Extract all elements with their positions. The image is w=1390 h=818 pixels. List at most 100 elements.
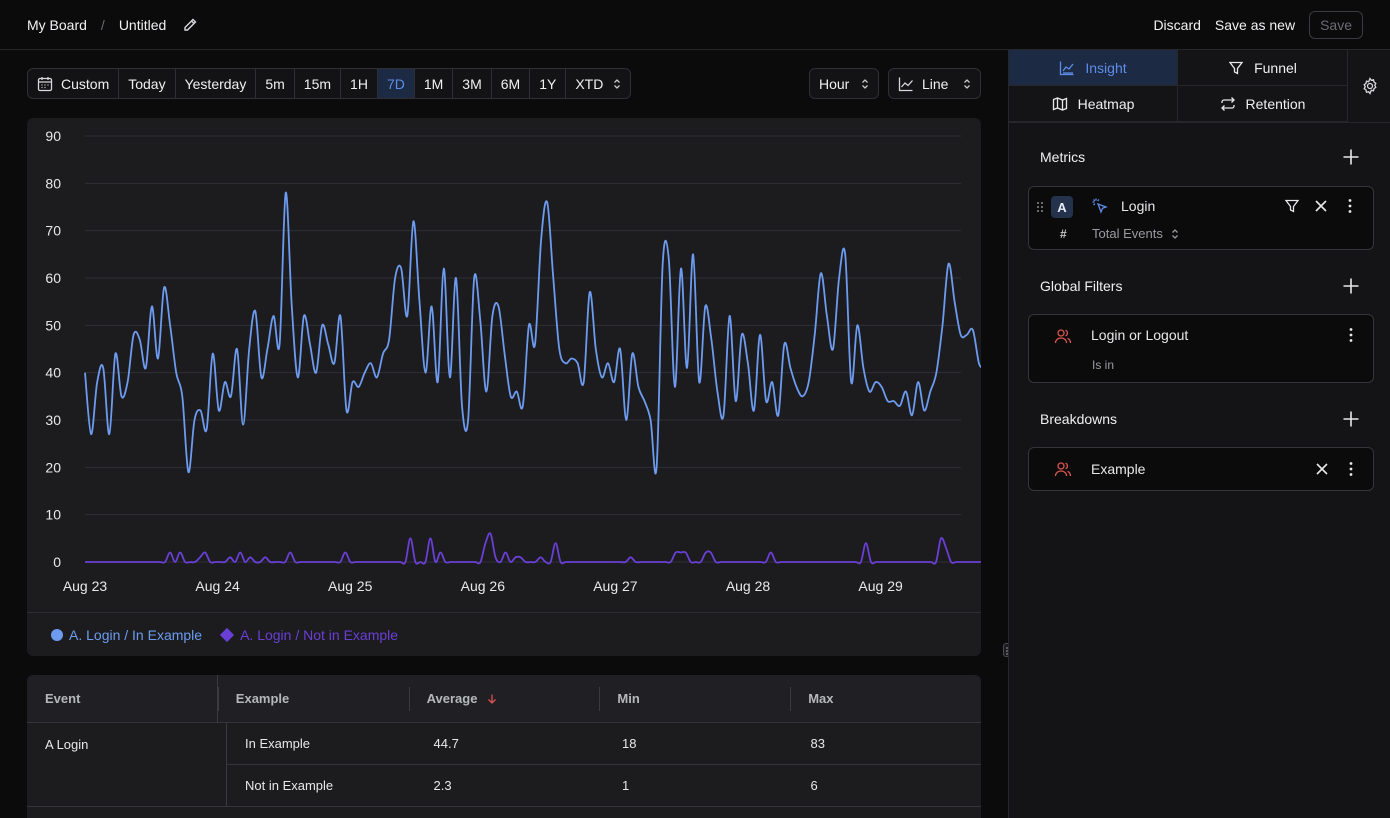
tr-yesterday[interactable]: Yesterday [176,69,257,98]
save-as-new-button[interactable]: Save as new [1214,16,1296,33]
tr-today[interactable]: Today [119,69,176,98]
line-chart-icon [898,76,914,92]
col-header-label: Example [235,691,290,706]
cell-example: Not in Example [245,778,334,793]
tr-6m[interactable]: 6M [492,69,531,98]
tr-15m[interactable]: 15m [295,69,342,98]
hash-label: # [1060,227,1067,241]
tab-label: Retention [1245,95,1306,112]
circle-icon [51,628,63,641]
metric-name: Login [1121,198,1156,214]
cursor-click-icon [1091,197,1109,215]
line-chart: 0 10 20 30 40 50 60 70 80 90 Aug 23 Aug 24 Aug 25 Aug… [45,128,981,594]
tab-insight[interactable]: Insight [1009,50,1178,86]
series-line-1 [84,191,981,475]
board-title[interactable]: Untitled [118,16,167,33]
event-cell: A Login [27,723,227,806]
gear-icon [1361,77,1379,95]
breadcrumb-separator: / [100,16,105,33]
tr-1m[interactable]: 1M [415,69,454,98]
funnel-icon [1228,60,1244,76]
discard-button[interactable]: Discard [1153,16,1201,33]
cell-average: 44.7 [433,736,459,751]
more-vertical-icon[interactable] [1349,327,1353,343]
y-tick-label: 0 [53,554,61,570]
calendar-icon [37,76,53,92]
global-filters-title: Global Filters [1040,278,1123,294]
table-header: Event Example Average Min Max [27,675,981,723]
updown-icon [613,78,621,90]
save-button[interactable]: Save [1309,10,1363,39]
add-metric-icon[interactable] [1342,148,1360,166]
tab-funnel[interactable]: Funnel [1178,50,1348,86]
col-header-event[interactable]: Event [27,675,218,723]
chart-legend: A. Login / In Example A. Login / Not in … [27,612,981,656]
legend-item-series-2[interactable]: A. Login / Not in Example [220,627,398,643]
users-icon [1054,460,1072,478]
col-header-max[interactable]: Max [790,675,981,722]
tr-5m[interactable]: 5m [256,69,295,98]
col-header-label: Min [617,691,640,706]
cell-min: 18 [622,736,637,751]
top-bar: My Board / Untitled Discard Save as new … [0,0,1390,50]
tr-xtd[interactable]: XTD [566,69,630,98]
tab-heatmap[interactable]: Heatmap [1009,86,1178,122]
x-tick-label: Aug 25 [328,578,373,594]
x-tick-label: Aug 26 [461,578,506,594]
chart-card: 0 10 20 30 40 50 60 70 80 90 Aug 23 Aug 24 Aug 25 Aug… [27,118,981,656]
col-header-min[interactable]: Min [599,675,790,722]
more-vertical-icon[interactable] [1348,198,1352,214]
analysis-tabs: Insight Funnel Heatmap Retention [1009,50,1390,123]
x-tick-label: Aug 27 [593,578,638,594]
close-icon[interactable] [1315,462,1329,476]
aggregation-select[interactable]: Total Events [1092,226,1179,241]
col-header-average[interactable]: Average [408,675,600,722]
tab-label: Funnel [1254,59,1297,76]
metrics-title: Metrics [1040,149,1086,165]
legend-item-series-1[interactable]: A. Login / In Example [51,627,202,643]
y-tick-label: 40 [45,365,61,381]
results-table: Event Example Average Min Max A Login In… [27,675,981,818]
chart-type-value: Line [922,75,949,92]
x-tick-label: Aug 28 [726,578,771,594]
metric-item[interactable]: A Login # Total Events [1028,186,1374,250]
area-chart-icon [1059,60,1075,76]
tr-3m[interactable]: 3M [453,69,492,98]
filter-name: Login or Logout [1091,327,1189,343]
y-tick-label: 10 [45,507,61,523]
tr-7d[interactable]: 7D [377,69,415,98]
aggregation-value: Total Events [1092,226,1163,241]
divider [27,806,981,807]
add-breakdown-icon[interactable] [1342,410,1360,428]
pencil-icon[interactable] [182,17,198,33]
updown-icon [963,78,971,90]
filter-icon[interactable] [1284,198,1300,214]
chart-type-select[interactable]: Line [888,68,981,99]
filter-operator[interactable]: Is in [1092,358,1115,372]
more-vertical-icon[interactable] [1349,461,1353,477]
map-icon [1052,96,1068,112]
table-row[interactable]: In Example 44.7 18 83 [227,723,981,765]
table-row[interactable]: Not in Example 2.3 1 6 [227,765,981,806]
tr-1h[interactable]: 1H [341,69,378,98]
filter-item[interactable]: Login or Logout Is in [1028,314,1374,383]
breadcrumb-board[interactable]: My Board [27,16,87,33]
close-icon[interactable] [1314,199,1328,213]
y-tick-label: 60 [45,270,61,286]
tr-label: XTD [575,75,604,92]
tab-label: Insight [1085,59,1127,76]
y-tick-label: 30 [45,412,61,428]
granularity-select[interactable]: Hour [809,68,879,99]
tr-1y[interactable]: 1Y [530,69,567,98]
breakdown-item[interactable]: Example [1028,447,1374,491]
add-filter-icon[interactable] [1342,277,1360,295]
updown-icon [861,78,869,90]
drag-handle-icon[interactable] [1036,200,1044,214]
settings-button[interactable] [1348,50,1390,122]
col-header-example[interactable]: Example [217,675,409,722]
tab-retention[interactable]: Retention [1178,86,1348,122]
y-tick-label: 70 [45,223,61,239]
repeat-icon [1220,96,1236,112]
x-tick-label: Aug 24 [195,578,240,594]
tr-custom[interactable]: Custom [28,69,120,98]
